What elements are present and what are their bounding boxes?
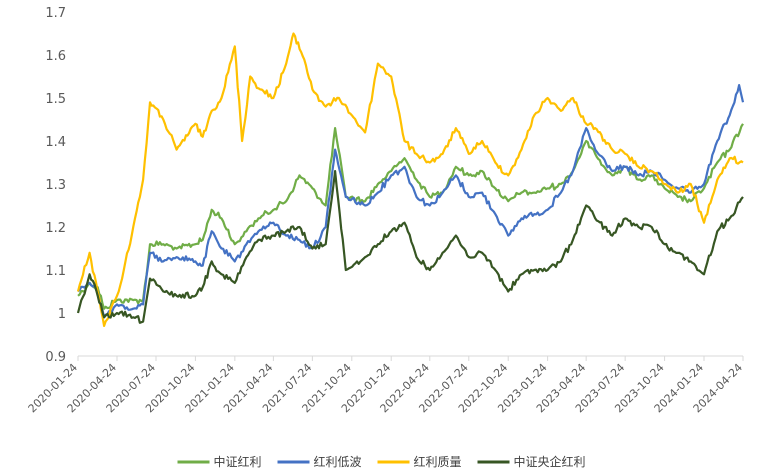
legend: 中证红利 红利低波 红利质量 中证央企红利 <box>177 454 586 469</box>
y-axis-ticks: 0.9 1 1.1 1.2 1.3 1.4 1.5 1.6 1.7 <box>45 6 66 365</box>
y-tick-label: 0.9 <box>45 350 66 365</box>
x-axis-ticks: 2020-01-242020-04-242020-07-242020-10-24… <box>26 356 745 415</box>
legend-label: 红利低波 <box>314 454 362 469</box>
y-tick-label: 1.4 <box>45 135 66 150</box>
series-line-2 <box>77 84 745 319</box>
y-tick-label: 1.6 <box>45 49 66 64</box>
legend-label: 中证红利 <box>214 454 262 469</box>
y-tick-label: 1.3 <box>45 178 66 193</box>
series-line-1 <box>77 123 744 310</box>
y-tick-label: 1.1 <box>45 264 66 279</box>
legend-label: 红利质量 <box>414 454 462 469</box>
y-tick-label: 1.7 <box>45 6 66 21</box>
y-tick-label: 1.2 <box>45 221 66 236</box>
series-lines <box>76 32 745 327</box>
series-line-4 <box>76 170 744 324</box>
series-line-3 <box>76 32 744 327</box>
legend-label: 中证央企红利 <box>514 454 586 469</box>
y-tick-label: 1.5 <box>45 92 66 107</box>
y-tick-label: 1 <box>58 307 66 322</box>
